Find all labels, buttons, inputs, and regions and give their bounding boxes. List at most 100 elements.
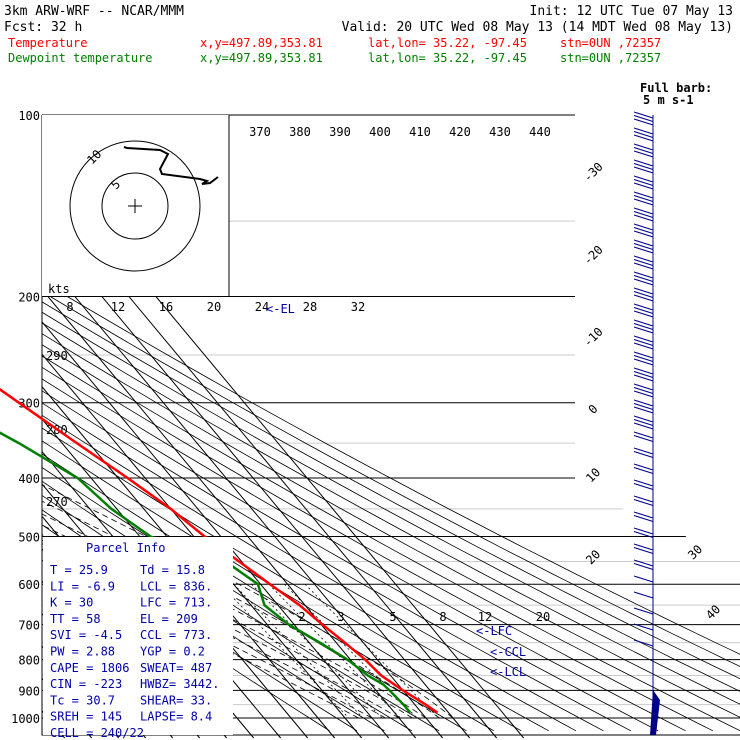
mixing-ratio-label: 12 xyxy=(478,610,492,624)
dry-adiabat xyxy=(42,115,604,732)
isotherm xyxy=(42,115,498,739)
barb-flag xyxy=(633,307,654,314)
legend-dew-xy: x,y=497.89,353.81 xyxy=(200,51,323,65)
temp-tick-right: 30 xyxy=(685,542,705,562)
barb-flag xyxy=(633,591,654,599)
isotherm xyxy=(42,115,363,739)
wind-barb xyxy=(633,495,654,506)
barb-flag xyxy=(633,275,654,282)
temp-tick-right: 10 xyxy=(583,465,603,485)
hodo-ring-outer xyxy=(69,140,201,272)
el-marker: <-EL xyxy=(266,302,295,316)
barb-flag xyxy=(633,467,654,474)
barb-flag xyxy=(633,463,654,471)
dewpoint-trace xyxy=(0,431,412,714)
barb-flag xyxy=(633,515,654,522)
barb-flag xyxy=(633,182,654,190)
moist-adiabat xyxy=(42,296,427,719)
mixing-ratio-line xyxy=(219,583,350,719)
barb-flag xyxy=(633,278,654,286)
plot-border xyxy=(41,115,740,736)
barb-flag xyxy=(633,223,654,231)
wind-barb xyxy=(633,175,654,190)
pressure-label: 1000 xyxy=(11,712,40,726)
barb-flag xyxy=(633,310,654,318)
init-time: Init: 12 UTC Tue 07 May 13 xyxy=(530,4,734,19)
barb-flag xyxy=(633,134,654,142)
barb-flag xyxy=(633,559,654,567)
model-title: 3km ARW-WRF -- NCAR/MMM xyxy=(4,4,184,19)
lfc-marker: <-LFC xyxy=(476,624,512,638)
hodo-trace xyxy=(123,146,219,185)
barb-flag xyxy=(633,483,654,490)
barb-flag xyxy=(633,639,654,647)
dry-adiabat xyxy=(42,115,740,732)
barb-flag xyxy=(633,447,654,455)
barb-flag xyxy=(633,342,654,350)
wind-barb xyxy=(633,271,654,286)
isotherm xyxy=(42,115,471,739)
barb-flag xyxy=(633,371,654,378)
mixing-ratio-label: 3 xyxy=(337,610,344,624)
barb-flag xyxy=(633,179,654,186)
barb-flag xyxy=(633,543,654,551)
wind-barb xyxy=(633,591,654,599)
pressure-label: 900 xyxy=(18,684,40,698)
barb-flag xyxy=(633,191,654,199)
hodo-units: kts xyxy=(48,282,70,296)
barb-flag xyxy=(633,435,654,442)
barb-flag xyxy=(633,246,654,254)
barb-flag xyxy=(633,166,654,174)
parcel-info-left: CAPE = 1806 xyxy=(50,661,129,675)
barb-flag xyxy=(633,111,654,119)
barb-flag xyxy=(633,131,654,138)
barb-flag xyxy=(633,115,654,122)
temp-tick-right: 0 xyxy=(586,402,601,417)
mixing-ratio-label: 8 xyxy=(439,610,446,624)
mixing-ratio-line xyxy=(284,583,418,719)
barb-key-line2: 5 m s-1 xyxy=(643,93,694,107)
valid-time: Valid: 20 UTC Wed 08 May 13 (14 MDT Wed … xyxy=(342,20,733,35)
mixing-ratio-label: 2 xyxy=(298,610,305,624)
pressure-label: 400 xyxy=(18,472,40,486)
dry-adiabat xyxy=(42,115,714,732)
barb-flag xyxy=(633,175,654,183)
pressure-label: 700 xyxy=(18,619,40,633)
barb-flag xyxy=(633,159,654,167)
wind-barb xyxy=(633,287,654,302)
hodo-speed-label: 24 xyxy=(255,300,269,314)
legend-temp-latlon: lat,lon= 35.22, -97.45 xyxy=(368,36,527,50)
barb-flag xyxy=(633,399,654,407)
barb-flag xyxy=(633,326,654,334)
theta-label: 400 xyxy=(369,125,391,139)
barb-flag xyxy=(633,195,654,202)
theta-label: 390 xyxy=(329,125,351,139)
legend-temp-stn: stn=0UN ,72357 xyxy=(560,36,661,50)
barb-flag xyxy=(633,127,654,135)
theta-label: 380 xyxy=(289,125,311,139)
dry-adiabat xyxy=(42,115,740,732)
wind-barb xyxy=(633,255,654,270)
barb-flag xyxy=(633,451,654,458)
wind-barb xyxy=(633,335,654,350)
legend-dew-label: Dewpoint temperature xyxy=(8,51,153,65)
parcel-info-left: SVI = -4.5 xyxy=(50,628,122,642)
barb-flag xyxy=(633,390,654,398)
parcel-info-right: SWEAT= 487 xyxy=(140,661,212,675)
barb-flag xyxy=(633,358,654,366)
wind-barb xyxy=(633,559,654,570)
wind-barb xyxy=(633,207,654,222)
wind-barb xyxy=(633,383,654,398)
barb-key-line1: Full barb: xyxy=(640,81,712,95)
parcel-info-left: K = 30 xyxy=(50,596,93,610)
parcel-info-left: CELL = 240/22 xyxy=(50,726,144,740)
legend-dew-latlon: lat,lon= 35.22, -97.45 xyxy=(368,51,527,65)
barb-flag xyxy=(633,118,654,126)
hodo-speed-label: 32 xyxy=(351,300,365,314)
wind-barb xyxy=(633,239,654,254)
barb-flag xyxy=(633,374,654,382)
temp-tick-right: -20 xyxy=(581,243,606,268)
wind-barb-cluster xyxy=(650,690,660,735)
mixing-ratio-line xyxy=(251,583,383,719)
barb-flag xyxy=(633,406,654,414)
